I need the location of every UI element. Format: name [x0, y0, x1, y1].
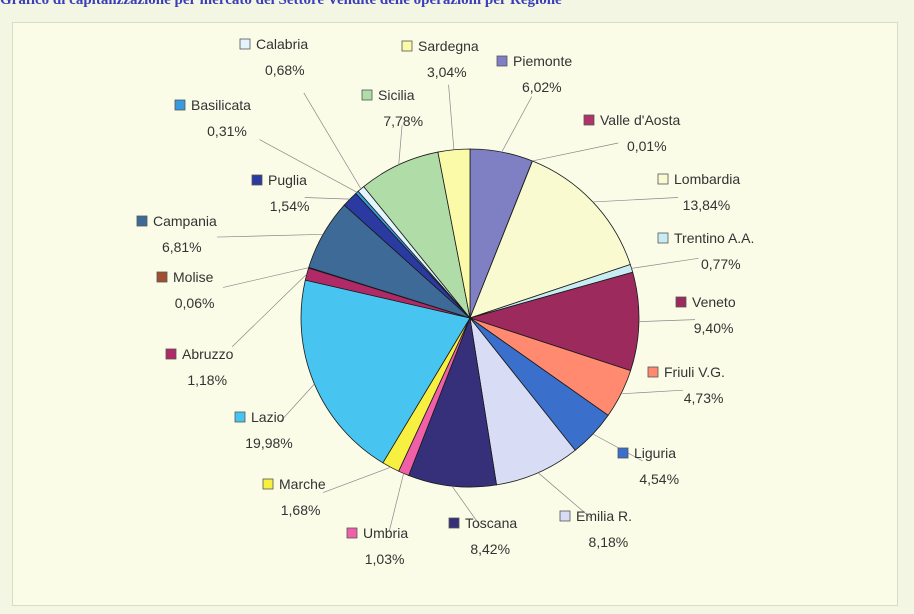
- legend-swatch-trentino-a-a: [657, 232, 669, 244]
- leader-line-lombardia: [592, 197, 679, 203]
- slice-label-marche: Marche: [279, 476, 326, 492]
- slice-toscana: [408, 316, 497, 488]
- leader-line-liguria: [592, 433, 643, 462]
- slice-label-liguria: Liguria: [634, 445, 676, 461]
- legend-swatch-liguria: [617, 447, 629, 459]
- leader-line-umbria: [389, 473, 404, 531]
- leader-line-piemonte: [501, 96, 533, 153]
- slice-label-trentino-a-a: Trentino A.A.: [674, 230, 754, 246]
- leader-line-toscana: [451, 485, 481, 527]
- slice-value-liguria: 4,54%: [639, 471, 679, 487]
- leader-line-emilia-r: [537, 472, 592, 519]
- slice-value-trentino-a-a: 0,77%: [701, 256, 741, 272]
- slice-value-abruzzo: 1,18%: [187, 372, 227, 388]
- leader-line-sicilia: [398, 125, 403, 165]
- legend-swatch-emilia-r: [559, 510, 571, 522]
- leader-line-friuli-v-g: [621, 389, 683, 395]
- slice-emilia-r: [469, 316, 576, 486]
- legend-swatch-lombardia: [657, 173, 669, 185]
- legend-swatch-toscana: [448, 517, 460, 529]
- slice-value-veneto: 9,40%: [694, 320, 734, 336]
- leader-line-molise: [223, 267, 309, 288]
- slice-label-abruzzo: Abruzzo: [182, 346, 234, 362]
- leader-line-campania: [217, 233, 324, 238]
- slice-label-sardegna: Sardegna: [418, 38, 479, 54]
- slice-value-friuli-v-g: 4,73%: [684, 390, 724, 406]
- slice-label-campania: Campania: [153, 213, 217, 229]
- legend-swatch-umbria: [346, 527, 358, 539]
- slice-label-lombardia: Lombardia: [674, 171, 740, 187]
- slice-label-sicilia: Sicilia: [378, 87, 415, 103]
- slice-sardegna: [437, 148, 471, 319]
- legend-swatch-sicilia: [361, 89, 373, 101]
- slice-label-emilia-r: Emilia R.: [576, 508, 632, 524]
- slice-label-puglia: Puglia: [268, 172, 307, 188]
- legend-swatch-basilicata: [174, 99, 186, 111]
- legend-swatch-abruzzo: [165, 348, 177, 360]
- slice-label-toscana: Toscana: [465, 515, 517, 531]
- slice-label-molise: Molise: [173, 269, 214, 285]
- leader-line-basilicata: [259, 139, 358, 193]
- slice-label-friuli-v-g: Friuli V.G.: [664, 364, 725, 380]
- slice-value-basilicata: 0,31%: [207, 123, 247, 139]
- leader-line-marche: [322, 466, 391, 493]
- leader-line-puglia: [304, 197, 350, 200]
- leader-line-lazio: [280, 383, 315, 422]
- slice-label-umbria: Umbria: [363, 525, 408, 541]
- leader-line-trentino-a-a: [631, 257, 699, 269]
- legend-swatch-puglia: [251, 174, 263, 186]
- legend-swatch-veneto: [675, 296, 687, 308]
- leader-line-calabria: [303, 92, 362, 190]
- slice-value-piemonte: 6,02%: [522, 79, 562, 95]
- legend-swatch-sardegna: [401, 40, 413, 52]
- slice-value-sicilia: 7,78%: [383, 113, 423, 129]
- slice-value-campania: 6,81%: [162, 239, 202, 255]
- legend-swatch-campania: [136, 215, 148, 227]
- slice-value-molise: 0,06%: [175, 295, 215, 311]
- slice-value-valle-d-aosta: 0,01%: [627, 138, 667, 154]
- slice-value-calabria: 0,68%: [265, 62, 305, 78]
- legend-swatch-marche: [262, 478, 274, 490]
- slice-value-umbria: 1,03%: [365, 551, 405, 567]
- slice-label-valle-d-aosta: Valle d'Aosta: [600, 112, 680, 128]
- slice-label-piemonte: Piemonte: [513, 53, 572, 69]
- slice-value-sardegna: 3,04%: [427, 64, 467, 80]
- legend-swatch-molise: [156, 271, 168, 283]
- chart-title: Grafico di capitalizzazione per mercato …: [0, 0, 562, 8]
- legend-swatch-piemonte: [496, 55, 508, 67]
- slice-value-lazio: 19,98%: [245, 435, 292, 451]
- slice-value-emilia-r: 8,18%: [589, 534, 629, 550]
- legend-swatch-calabria: [239, 38, 251, 50]
- legend-swatch-friuli-v-g: [647, 366, 659, 378]
- slice-label-veneto: Veneto: [692, 294, 736, 310]
- slice-value-puglia: 1,54%: [270, 198, 310, 214]
- leader-line-valle-d-aosta: [532, 142, 619, 162]
- legend-swatch-valle-d-aosta: [583, 114, 595, 126]
- slice-value-toscana: 8,42%: [470, 541, 510, 557]
- slice-label-basilicata: Basilicata: [191, 97, 251, 113]
- legend-swatch-lazio: [234, 411, 246, 423]
- leader-line-abruzzo: [231, 273, 308, 348]
- leader-line-sardegna: [448, 84, 455, 150]
- slice-label-lazio: Lazio: [251, 409, 285, 425]
- slice-label-calabria: Calabria: [256, 36, 308, 52]
- slice-value-marche: 1,68%: [281, 502, 321, 518]
- leader-line-veneto: [638, 319, 695, 322]
- slice-value-lombardia: 13,84%: [683, 197, 730, 213]
